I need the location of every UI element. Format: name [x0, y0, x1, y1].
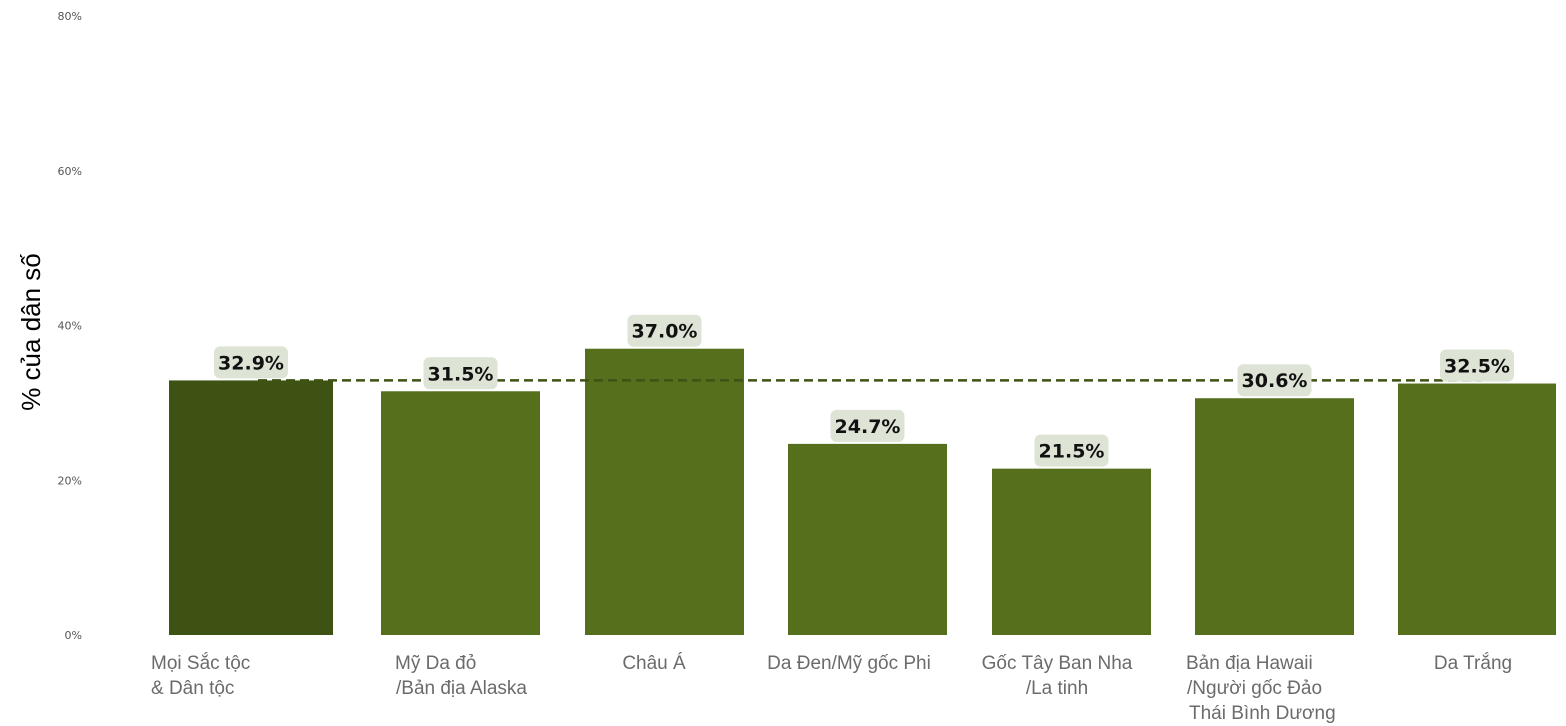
category-label: Bản địa Hawaii — [1186, 653, 1313, 674]
y-tick-label: 80% — [58, 10, 82, 23]
category-label: Da Đen/Mỹ gốc Phi — [767, 653, 931, 674]
y-tick-label: 20% — [58, 474, 82, 487]
bar — [169, 380, 333, 635]
category-label: /Bản địa Alaska — [396, 678, 527, 699]
category-label: Thái Bình Dương — [1189, 703, 1336, 724]
y-axis-label: % của dân số — [16, 253, 46, 411]
y-axis: 0% 20% 40% 60% 80% — [58, 10, 82, 642]
category-label: Châu Á — [622, 653, 686, 674]
data-label: 30.6% — [1242, 370, 1308, 392]
y-tick-label: 60% — [58, 165, 82, 178]
data-label: 32.9% — [218, 352, 284, 374]
bar — [992, 469, 1151, 635]
category-label: Mỹ Da đỏ — [395, 653, 476, 674]
bars — [169, 349, 1556, 635]
bar — [1195, 398, 1354, 635]
data-label: 37.0% — [632, 321, 698, 343]
category-label: & Dân tộc — [151, 678, 234, 699]
data-label: 21.5% — [1039, 441, 1105, 463]
bar — [585, 349, 744, 635]
category-label: /La tinh — [1026, 678, 1088, 699]
category-label: /Người gốc Đảo — [1187, 678, 1322, 699]
x-axis-categories: Mọi Sắc tộc & Dân tộc Mỹ Da đỏ/Bản địa Ala… — [151, 652, 1512, 724]
data-label: 24.7% — [835, 416, 901, 438]
category-label: Da Trắng — [1434, 652, 1512, 674]
category-label: Gốc Tây Ban Nha — [982, 653, 1133, 674]
data-label: 32.5% — [1444, 356, 1510, 378]
y-tick-label: 0% — [65, 629, 82, 642]
category-label: Mọi Sắc tộc — [151, 652, 250, 674]
bar — [1398, 384, 1556, 635]
data-label: 31.5% — [428, 363, 494, 385]
bar — [788, 444, 947, 635]
y-tick-label: 40% — [58, 320, 82, 333]
bar — [381, 391, 540, 635]
